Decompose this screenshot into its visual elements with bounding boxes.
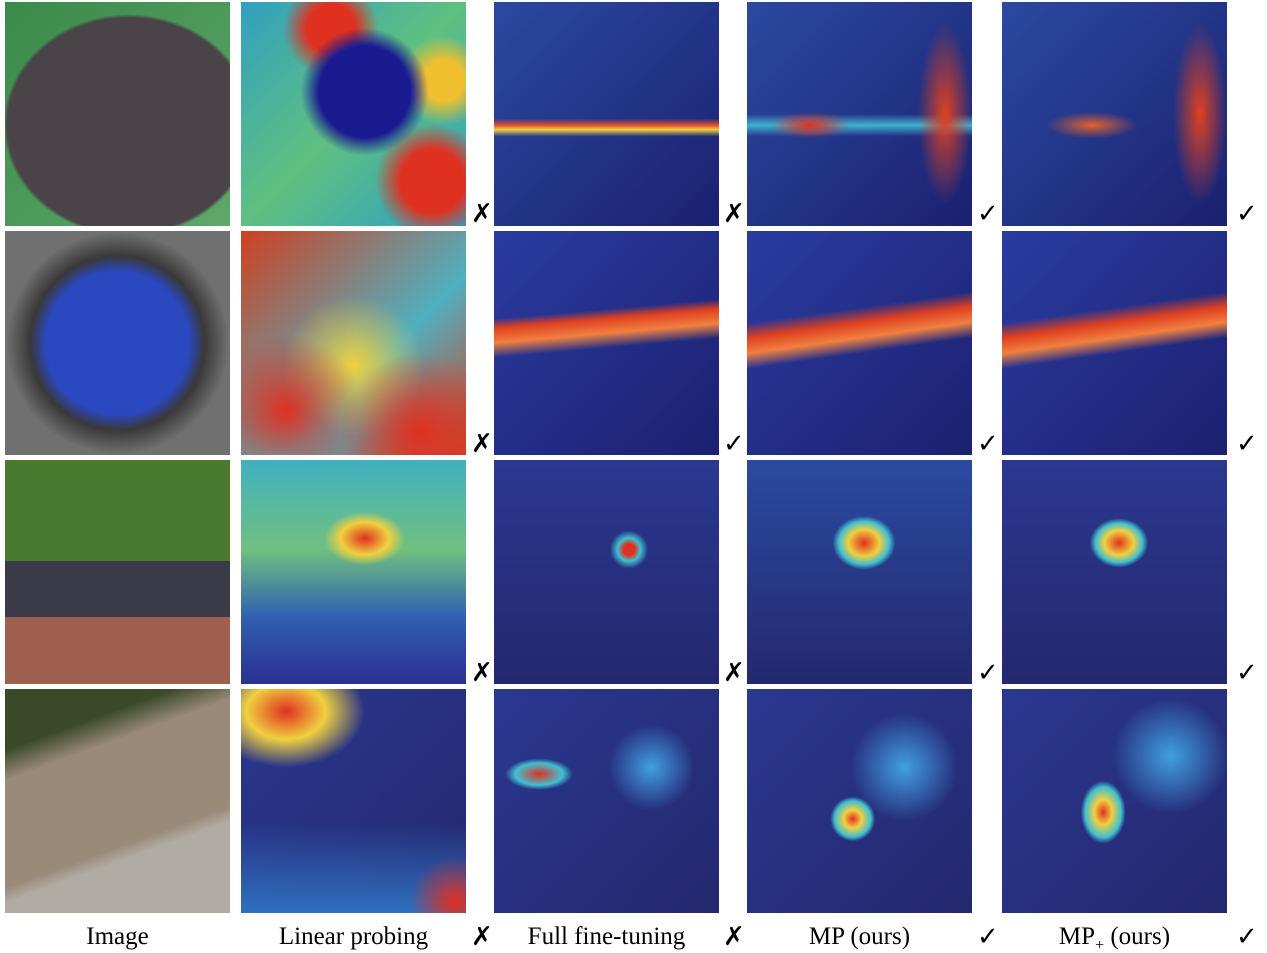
photo — [5, 689, 230, 913]
label-text: (ours) — [1110, 923, 1170, 950]
photo — [5, 460, 230, 684]
verdict-mark: ✓ — [1236, 199, 1258, 229]
heatmap — [1002, 689, 1227, 913]
heatmap — [1002, 231, 1227, 455]
photo — [5, 2, 230, 226]
verdict-mark: ✗ — [471, 199, 493, 229]
verdict-mark: ✗ — [723, 199, 745, 229]
column-label: MP+ (ours) — [1002, 922, 1227, 953]
heatmap — [1002, 2, 1227, 226]
verdict-mark: ✓ — [723, 429, 745, 459]
verdict-mark: ✓ — [977, 922, 999, 952]
heatmap — [494, 231, 719, 455]
figure: Image Linear probing Full fine-tuning MP… — [0, 0, 1267, 953]
heatmap — [241, 231, 466, 455]
heatmap — [747, 460, 972, 684]
column-label: MP (ours) — [747, 922, 972, 952]
column-label: Full fine-tuning — [494, 922, 719, 952]
heatmap — [747, 231, 972, 455]
column-label: Linear probing — [241, 922, 466, 952]
heatmap — [747, 2, 972, 226]
photo — [5, 231, 230, 455]
verdict-mark: ✓ — [1236, 922, 1258, 952]
heatmap — [241, 2, 466, 226]
heatmap — [747, 689, 972, 913]
label-subscript: + — [1095, 937, 1104, 953]
verdict-mark: ✓ — [977, 658, 999, 688]
verdict-mark: ✗ — [471, 658, 493, 688]
verdict-mark: ✗ — [723, 922, 745, 952]
verdict-mark: ✓ — [977, 199, 999, 229]
verdict-mark: ✗ — [471, 922, 493, 952]
heatmap — [241, 689, 466, 913]
heatmap — [241, 460, 466, 684]
heatmap — [494, 2, 719, 226]
column-label: Image — [5, 922, 230, 952]
heatmap — [494, 689, 719, 913]
label-text: MP — [1059, 923, 1095, 950]
heatmap — [494, 460, 719, 684]
verdict-mark: ✗ — [471, 429, 493, 459]
verdict-mark: ✓ — [1236, 429, 1258, 459]
heatmap — [1002, 460, 1227, 684]
verdict-mark: ✗ — [723, 658, 745, 688]
verdict-mark: ✓ — [1236, 658, 1258, 688]
verdict-mark: ✓ — [977, 429, 999, 459]
